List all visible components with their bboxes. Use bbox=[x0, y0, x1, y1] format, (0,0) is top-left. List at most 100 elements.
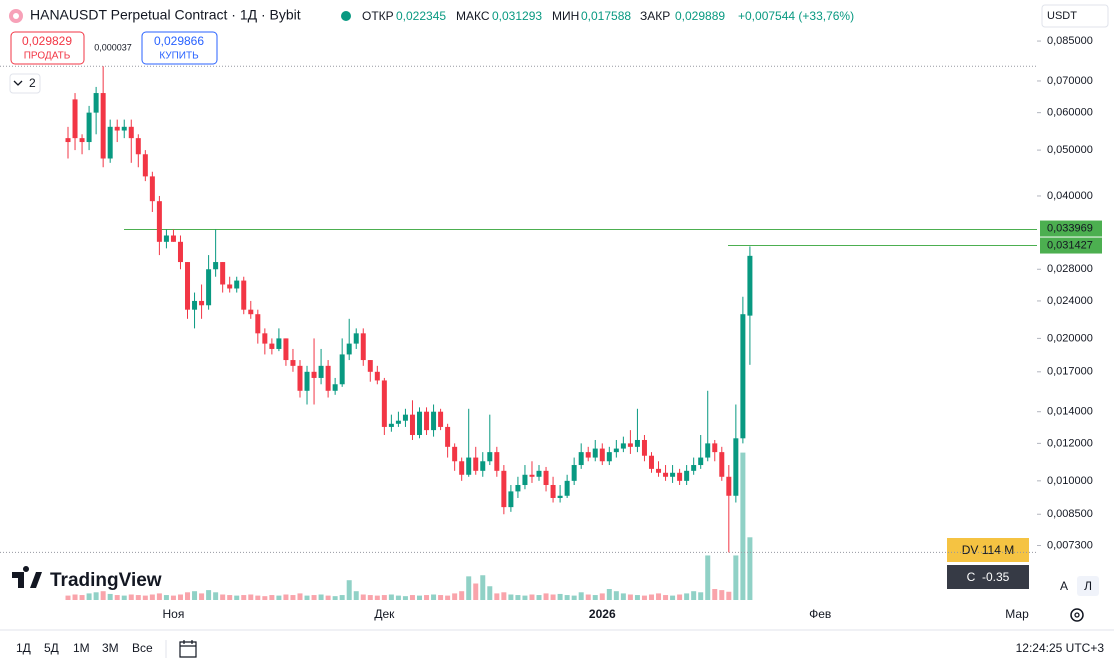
volume-bar bbox=[262, 596, 268, 600]
volume-bar bbox=[114, 595, 120, 600]
status-dot bbox=[341, 11, 351, 21]
candle-body bbox=[494, 452, 500, 471]
volume-bar bbox=[241, 595, 247, 600]
volume-bar bbox=[627, 594, 633, 600]
y-tick-label: 0,012000 bbox=[1047, 437, 1093, 449]
candle-body bbox=[606, 452, 612, 462]
volume-bar bbox=[424, 595, 430, 600]
candle-body bbox=[93, 93, 99, 113]
candle-body bbox=[339, 354, 345, 385]
candle-body bbox=[691, 465, 697, 471]
volume-bar bbox=[733, 555, 739, 600]
price-badge bbox=[1040, 220, 1102, 237]
candle-body bbox=[438, 411, 444, 427]
volume-bar bbox=[578, 592, 584, 600]
log-label: Л bbox=[1084, 579, 1092, 593]
volume-bar bbox=[726, 591, 732, 600]
candle-body bbox=[114, 126, 120, 131]
range-button[interactable]: 5Д bbox=[44, 641, 59, 655]
volume-bar bbox=[648, 594, 654, 600]
y-tick-label: 0,017000 bbox=[1047, 366, 1093, 378]
volume-bar bbox=[529, 594, 535, 600]
candle-body bbox=[332, 384, 338, 391]
collapse-button[interactable] bbox=[9, 73, 41, 94]
candle-body bbox=[206, 269, 212, 306]
volume-bar bbox=[72, 594, 78, 600]
volume-bar bbox=[712, 589, 718, 600]
candle-body bbox=[255, 314, 261, 334]
range-button[interactable]: 3М bbox=[102, 641, 119, 655]
candle-body bbox=[726, 476, 732, 496]
candle-body bbox=[360, 333, 366, 361]
x-tick-label: Мар bbox=[1005, 607, 1029, 621]
candle-body bbox=[241, 280, 247, 310]
volume-bar bbox=[719, 590, 725, 600]
volume-bar bbox=[641, 595, 647, 600]
volume-bar bbox=[698, 592, 704, 600]
chevron bbox=[13, 80, 23, 86]
volume-bar bbox=[508, 594, 514, 600]
candle-body bbox=[283, 338, 289, 361]
candle-body bbox=[199, 300, 205, 306]
candle-body bbox=[698, 457, 704, 466]
buy-button[interactable] bbox=[141, 31, 218, 65]
candle-body bbox=[585, 452, 591, 458]
volume-bar bbox=[100, 591, 106, 600]
candle-body bbox=[325, 365, 331, 391]
candle-body bbox=[100, 93, 106, 159]
volume-bar bbox=[557, 593, 563, 600]
candle-body bbox=[627, 443, 633, 447]
price-badge-label: 0,031427 bbox=[1047, 239, 1093, 251]
symbol-title[interactable]: HANAUSDT Perpetual Contract · 1Д · Bybit bbox=[30, 7, 301, 23]
log-button[interactable] bbox=[1077, 576, 1099, 596]
volume-bar bbox=[318, 594, 324, 600]
candle-body bbox=[529, 474, 535, 477]
candle-body bbox=[663, 472, 669, 477]
volume-bar bbox=[381, 595, 387, 600]
x-tick-label: Дек bbox=[374, 607, 395, 621]
sell-button[interactable] bbox=[10, 31, 85, 65]
candle-body bbox=[177, 241, 183, 263]
volume-bar bbox=[445, 595, 451, 600]
candle-body bbox=[487, 452, 493, 462]
candle-body bbox=[149, 176, 155, 202]
buy-price: 0,029866 bbox=[154, 34, 204, 48]
volume-bar bbox=[220, 594, 226, 600]
logo: TradingView bbox=[50, 570, 162, 591]
volume-bar bbox=[705, 555, 711, 600]
settings-icon[interactable] bbox=[1070, 608, 1084, 622]
volume-bar bbox=[634, 595, 640, 600]
currency-select[interactable] bbox=[1041, 4, 1109, 28]
range-button[interactable]: Все bbox=[132, 641, 153, 655]
candle-body bbox=[79, 138, 85, 143]
candle-body bbox=[417, 411, 422, 435]
logo-icon bbox=[12, 566, 42, 588]
volume-bar bbox=[487, 586, 493, 600]
y-tick-label: 0,007300 bbox=[1047, 539, 1093, 551]
volume-bar bbox=[234, 595, 240, 600]
candle-body bbox=[276, 338, 282, 349]
volume-bar bbox=[409, 595, 415, 600]
auto-button[interactable] bbox=[1054, 576, 1074, 596]
candle-body bbox=[262, 333, 268, 344]
volume-bar bbox=[135, 595, 141, 600]
volume-bar bbox=[663, 595, 669, 600]
candle-body bbox=[452, 446, 458, 462]
volume-bar bbox=[93, 592, 99, 600]
buy-label: КУПИТЬ bbox=[159, 51, 199, 62]
candle-body bbox=[227, 284, 233, 289]
candle-body bbox=[445, 426, 451, 447]
volume-bar bbox=[339, 595, 345, 600]
range-button[interactable]: 1М bbox=[73, 641, 90, 655]
ohlc-label: ЗАКР bbox=[640, 9, 670, 23]
candle-body bbox=[346, 343, 352, 355]
range-button[interactable]: 1Д bbox=[16, 641, 31, 655]
ohlc-value: 0,029889 bbox=[675, 9, 725, 23]
volume-bar bbox=[501, 592, 507, 600]
calendar-icon[interactable] bbox=[179, 640, 197, 658]
volume-bar bbox=[86, 593, 92, 600]
volume-bar bbox=[156, 593, 162, 600]
volume-bar bbox=[606, 589, 612, 600]
y-tick-label: 0,014000 bbox=[1047, 406, 1093, 418]
